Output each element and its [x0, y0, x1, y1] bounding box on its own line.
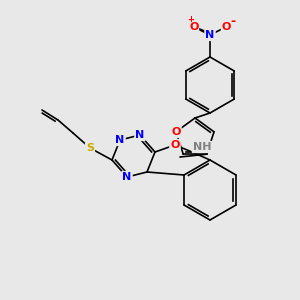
Text: -: -: [230, 14, 236, 28]
Text: O: O: [221, 22, 231, 32]
Text: N: N: [206, 30, 214, 40]
Text: S: S: [86, 143, 94, 153]
Text: O: O: [189, 22, 199, 32]
Text: N: N: [122, 172, 132, 182]
Text: +: +: [188, 16, 194, 25]
Text: O: O: [170, 140, 180, 150]
Text: NH: NH: [193, 142, 211, 152]
Text: N: N: [116, 135, 124, 145]
Text: N: N: [135, 130, 145, 140]
Text: O: O: [171, 127, 181, 137]
